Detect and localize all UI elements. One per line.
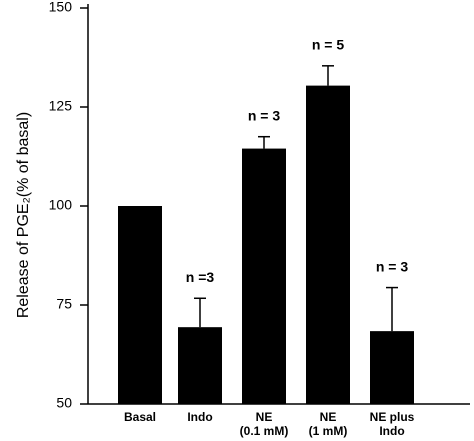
x-tick-label: NE bbox=[256, 410, 273, 424]
y-tick-label: 125 bbox=[49, 98, 73, 114]
y-tick-label: 50 bbox=[56, 395, 72, 411]
annotation: n = 5 bbox=[312, 37, 345, 53]
x-tick-label: Indo bbox=[187, 410, 212, 424]
bar bbox=[118, 206, 162, 404]
y-tick-label: 100 bbox=[49, 197, 73, 213]
bar bbox=[242, 148, 286, 404]
bar bbox=[178, 327, 222, 404]
x-tick-label: NE bbox=[320, 410, 337, 424]
y-axis-label: Release of PGE₂(% of basal) bbox=[15, 112, 32, 318]
annotation: n = 3 bbox=[248, 107, 281, 123]
y-tick-label: 75 bbox=[56, 296, 72, 312]
x-tick-label: NE plus bbox=[370, 410, 415, 424]
annotation: n =3 bbox=[186, 269, 215, 285]
x-tick-label: (0.1 mM) bbox=[240, 424, 289, 438]
bar bbox=[306, 85, 350, 404]
x-tick-label: (1 mM) bbox=[309, 424, 348, 438]
annotation: n = 3 bbox=[376, 258, 409, 274]
y-tick-label: 150 bbox=[49, 0, 73, 15]
bar bbox=[370, 331, 414, 404]
x-tick-label: Basal bbox=[124, 410, 156, 424]
x-tick-label: Indo bbox=[379, 424, 404, 438]
